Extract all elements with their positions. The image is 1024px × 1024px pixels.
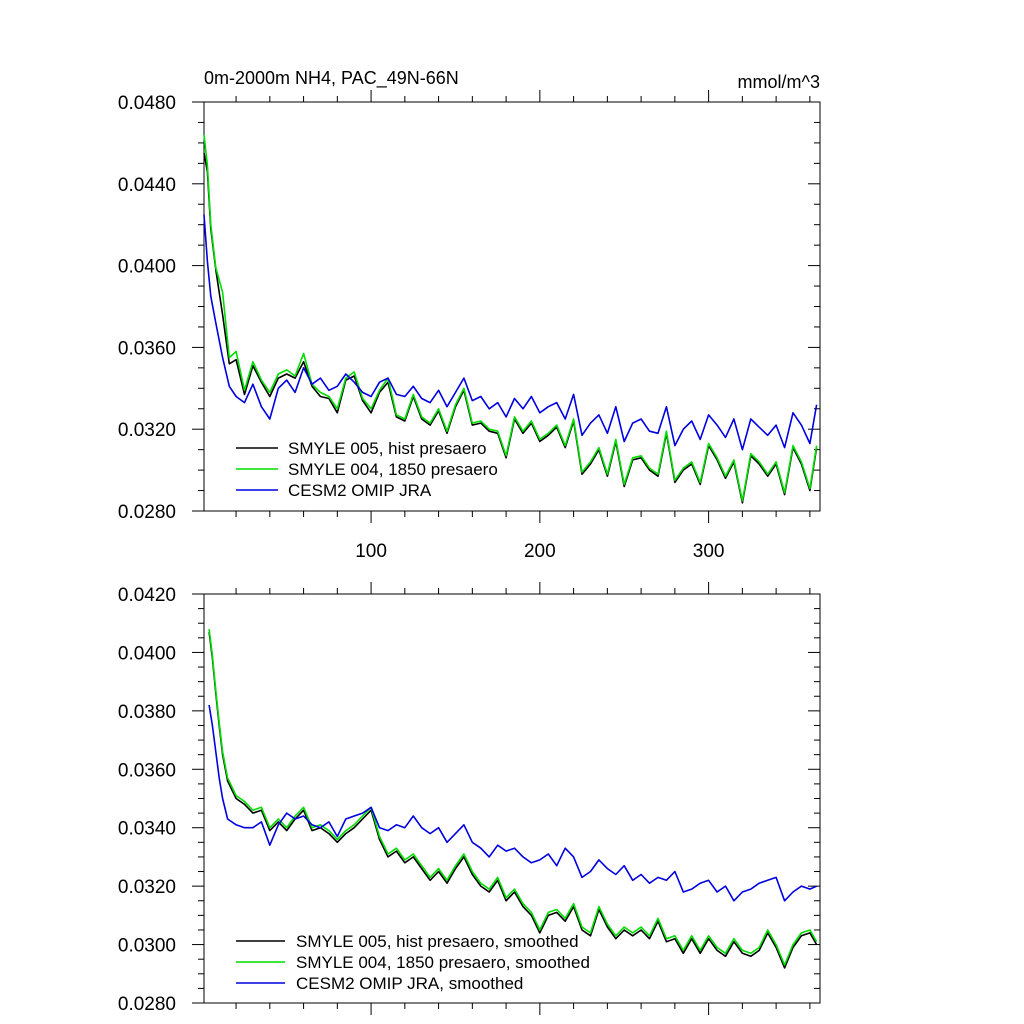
y-tick-label: 0.0280 <box>118 994 176 1015</box>
y-tick-label: 0.0280 <box>118 502 176 523</box>
legend-label: SMYLE 004, 1850 presaero, smoothed <box>296 953 590 972</box>
panel-title: 0m-2000m NH4, PAC_49N-66N <box>204 68 459 89</box>
x-tick-label: 200 <box>524 541 556 562</box>
y-tick-label: 0.0380 <box>118 702 176 723</box>
series-line-2 <box>208 704 817 902</box>
series-line-0 <box>208 631 818 969</box>
legend-label: SMYLE 005, hist presaero, smoothed <box>296 932 579 951</box>
y-tick-label: 0.0400 <box>118 643 176 664</box>
series-line-1 <box>203 134 818 502</box>
bottom-panel: 0.0280 0.0300 0.0320 0.0340 0.0360 0.0380 0.04… <box>118 582 821 1015</box>
y-tick-label: 0.0420 <box>118 585 176 606</box>
x-tick-label: 100 <box>355 541 387 562</box>
legend-label: SMYLE 005, hist presaero <box>288 439 486 458</box>
legend-label: SMYLE 004, 1850 presaero <box>288 460 498 479</box>
series-line-1 <box>208 629 818 966</box>
y-tick-label: 0.0320 <box>118 420 176 441</box>
y-tick-label: 0.0360 <box>118 760 176 781</box>
y-tick-label: 0.0400 <box>118 257 176 278</box>
series-line-2 <box>203 214 818 451</box>
y-tick-label: 0.0340 <box>118 819 176 840</box>
top-panel: 0m-2000m NH4, PAC_49N-66N mmol/m^3 0.028… <box>118 68 821 562</box>
y-tick-label: 0.0440 <box>118 175 176 196</box>
units-label: mmol/m^3 <box>738 72 820 92</box>
x-tick-label: 300 <box>693 541 725 562</box>
y-tick-label: 0.0360 <box>118 338 176 359</box>
y-tick-label: 0.0320 <box>118 877 176 898</box>
y-tick-label: 0.0300 <box>118 936 176 957</box>
legend-label: CESM2 OMIP JRA <box>288 481 432 500</box>
legend-label: CESM2 OMIP JRA, smoothed <box>296 974 523 993</box>
y-tick-label: 0.0480 <box>118 93 176 114</box>
